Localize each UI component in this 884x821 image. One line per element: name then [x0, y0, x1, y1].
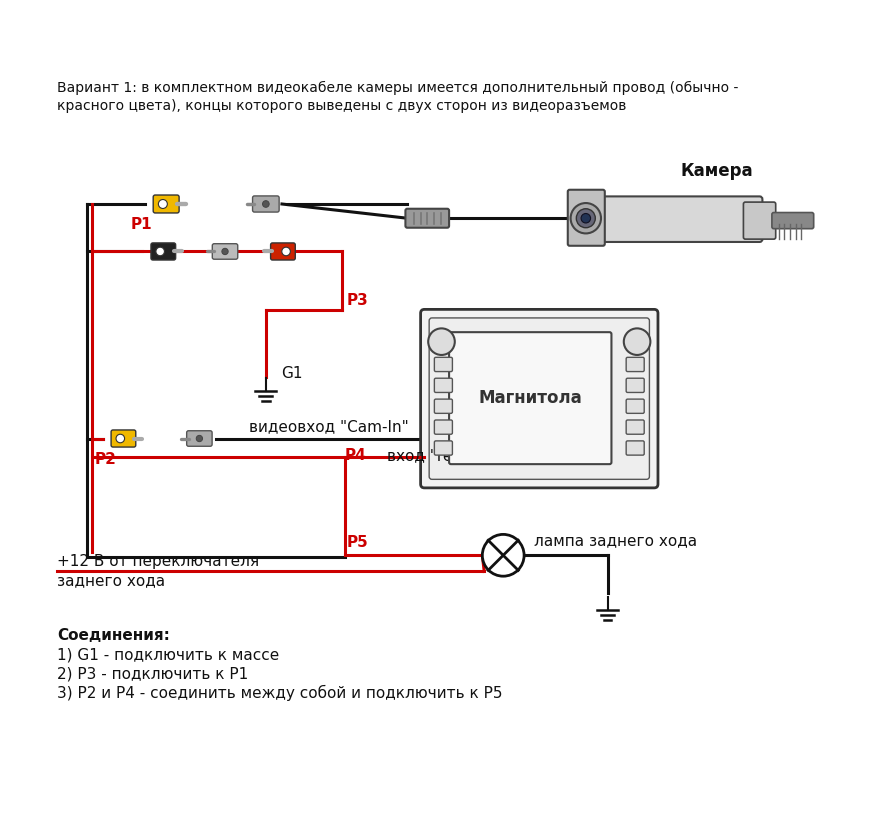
Text: Соединения:: Соединения: [57, 629, 170, 644]
Circle shape [570, 203, 601, 233]
Circle shape [428, 328, 454, 355]
Circle shape [158, 200, 167, 209]
FancyBboxPatch shape [449, 333, 612, 464]
FancyBboxPatch shape [421, 310, 658, 488]
Circle shape [116, 434, 125, 443]
Text: Магнитола: Магнитола [478, 389, 583, 407]
Text: P1: P1 [131, 218, 153, 232]
Text: лампа заднего хода: лампа заднего хода [534, 534, 697, 548]
FancyBboxPatch shape [743, 202, 775, 239]
Text: +12 В от переключателя: +12 В от переключателя [57, 554, 259, 570]
FancyBboxPatch shape [187, 431, 212, 447]
FancyBboxPatch shape [434, 420, 453, 434]
Circle shape [156, 247, 164, 255]
Text: вход "reverse": вход "reverse" [387, 448, 502, 463]
Text: Вариант 1: в комплектном видеокабеле камеры имеется дополнительный провод (обычн: Вариант 1: в комплектном видеокабеле кам… [57, 80, 738, 94]
Text: P5: P5 [347, 535, 369, 550]
Circle shape [222, 248, 228, 255]
Text: 1) G1 - подключить к массе: 1) G1 - подключить к массе [57, 648, 279, 663]
FancyBboxPatch shape [429, 318, 650, 479]
Text: Камера: Камера [681, 163, 753, 181]
Circle shape [576, 209, 595, 227]
FancyBboxPatch shape [772, 213, 813, 229]
FancyBboxPatch shape [568, 190, 605, 245]
Circle shape [581, 213, 591, 223]
FancyBboxPatch shape [253, 196, 279, 212]
Text: видеовход "Cam-In": видеовход "Cam-In" [248, 420, 408, 434]
FancyBboxPatch shape [626, 420, 644, 434]
FancyBboxPatch shape [434, 357, 453, 372]
Circle shape [282, 247, 290, 255]
Circle shape [483, 534, 524, 576]
FancyBboxPatch shape [153, 195, 179, 213]
FancyBboxPatch shape [406, 209, 449, 227]
FancyBboxPatch shape [434, 399, 453, 413]
FancyBboxPatch shape [212, 244, 238, 259]
FancyBboxPatch shape [626, 378, 644, 392]
Text: P2: P2 [95, 452, 117, 467]
FancyBboxPatch shape [434, 441, 453, 455]
FancyBboxPatch shape [151, 243, 176, 260]
Circle shape [196, 435, 202, 442]
Circle shape [624, 328, 651, 355]
Text: заднего хода: заднего хода [57, 573, 165, 589]
Text: 3) P2 и P4 - соединить между собой и подключить к P5: 3) P2 и P4 - соединить между собой и под… [57, 685, 502, 701]
Text: P4: P4 [345, 448, 366, 463]
FancyBboxPatch shape [111, 430, 136, 447]
Circle shape [263, 200, 269, 208]
Text: 2) P3 - подключить к P1: 2) P3 - подключить к P1 [57, 667, 248, 681]
FancyBboxPatch shape [626, 357, 644, 372]
FancyBboxPatch shape [434, 378, 453, 392]
FancyBboxPatch shape [626, 441, 644, 455]
Text: красного цвета), концы которого выведены с двух сторон из видеоразъемов: красного цвета), концы которого выведены… [57, 99, 627, 112]
FancyBboxPatch shape [591, 196, 762, 242]
FancyBboxPatch shape [271, 243, 295, 260]
Text: G1: G1 [281, 366, 302, 382]
FancyBboxPatch shape [626, 399, 644, 413]
Text: P3: P3 [347, 293, 369, 309]
